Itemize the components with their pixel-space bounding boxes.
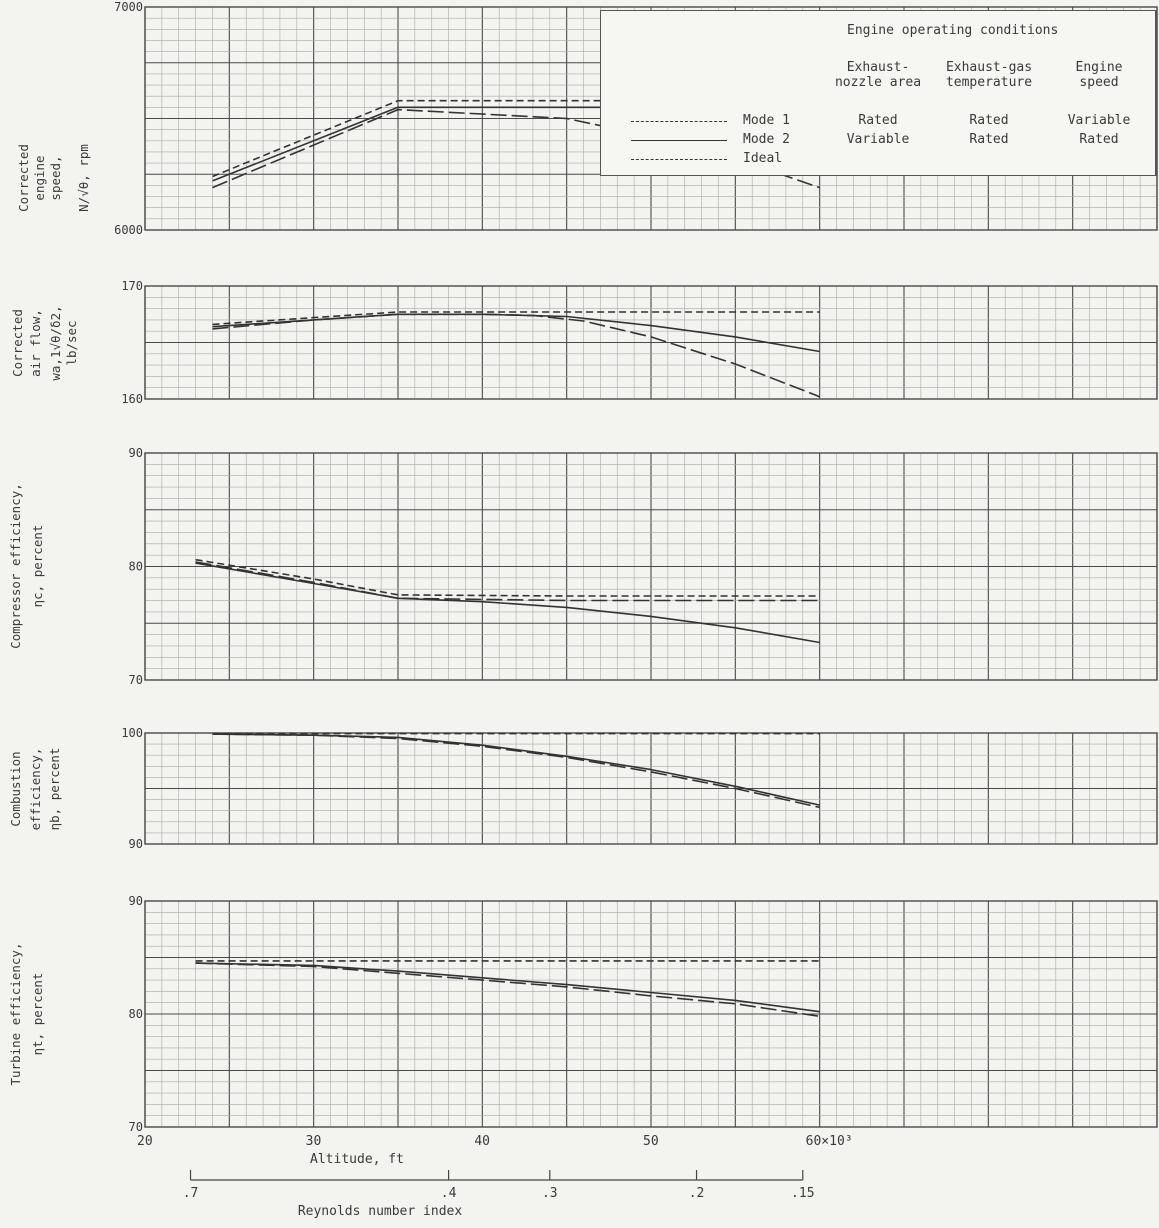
y-axis-label: Corrected air flow, wa,1√θ/δ2,lb/sec (10, 305, 79, 380)
y-tick-label: 160 (121, 392, 143, 406)
series-mode-2 (212, 313, 820, 353)
y-tick-label: 6000 (114, 223, 143, 237)
y-tick-label: 70 (129, 1120, 143, 1134)
y-axis-label-line: Compressor efficiency, (8, 483, 23, 649)
reynolds-tick-label: .2 (689, 1186, 705, 1201)
y-tick-label: 170 (121, 279, 143, 293)
series-ideal (212, 311, 820, 326)
y-tick-label: 100 (121, 726, 143, 740)
x-tick-label: 30 (306, 1134, 322, 1149)
y-tick-label: 80 (129, 560, 143, 574)
legend-mode1-speed: Variable (1067, 113, 1131, 128)
y-axis-label-line: wa,1√θ/δ2, (48, 305, 63, 380)
y-axis-label: Turbine efficiency, ηt, percent (8, 943, 45, 1086)
y-axis-label-line: Turbine efficiency, (8, 943, 23, 1086)
y-axis-label-line: air flow, (28, 309, 43, 377)
panel-4-grid (144, 732, 1158, 845)
series-ideal (195, 558, 820, 597)
y-axis-label: Correctedenginespeed, N/√θ, rpm (16, 144, 91, 212)
y-axis-label-line: ηb, percent (47, 748, 62, 831)
reynolds-tick-label: .4 (441, 1186, 457, 1201)
panel-5-frame (144, 900, 1158, 1128)
y-axis-label-line: ηt, percent (30, 973, 45, 1056)
legend-col-gas-temperature: Exhaust-gas temperature (934, 60, 1044, 90)
series-mode-2 (212, 733, 820, 806)
y-axis-label-line: efficiency, (28, 748, 43, 831)
y-axis-label-line: Combustion (8, 751, 23, 826)
y-tick-label: 90 (129, 894, 143, 908)
legend-mode1-nozzle: Rated (858, 113, 898, 128)
panel-1-frame (144, 6, 1158, 231)
legend-mode1-temperature: Rated (969, 113, 1009, 128)
panel-5-grid (144, 900, 1158, 1128)
series-mode-2 (195, 962, 820, 1013)
y-axis-label-line: N/√θ, rpm (76, 144, 91, 212)
y-axis-label-line: speed, (48, 155, 63, 200)
legend-title: Engine operating conditions (847, 23, 1059, 38)
legend-mode2-temperature: Rated (969, 132, 1009, 147)
x-tick-label: 40 (474, 1134, 490, 1149)
y-axis-label-line: ηc, percent (30, 525, 45, 608)
series-mode-1 (195, 962, 820, 1018)
legend-col-gas-temperature-line1: Exhaust-gas (945, 60, 1033, 75)
legend-col-gas-temperature-line2: temperature (945, 75, 1033, 90)
y-axis-label-line: Corrected (16, 144, 31, 212)
panel-2-frame (144, 285, 1158, 400)
reynolds-tick-label: .3 (542, 1186, 558, 1201)
legend-mode2-speed: Rated (1079, 132, 1119, 147)
panel-3: 70 80 90 Compressor efficiency, ηc, percent (8, 446, 1158, 687)
reynolds-axis: .7 .4 .3 .2 .15 Reynolds number index (183, 1170, 815, 1219)
panel-2-grid (144, 285, 1158, 400)
y-tick-label: 70 (129, 673, 143, 687)
legend-col-engine-speed-line1: Engine (1075, 60, 1123, 75)
y-tick-label: 90 (129, 446, 143, 460)
legend-swatch-ideal (631, 159, 727, 160)
panel-3-grid (144, 452, 1158, 681)
legend-col-engine-speed: Engine speed (1049, 60, 1149, 90)
series-mode-2 (195, 562, 820, 644)
series-mode-1 (195, 561, 820, 602)
y-axis-label-line: lb/sec (64, 320, 79, 365)
y-tick-label: 7000 (114, 0, 143, 14)
x-tick-label: 20 (137, 1134, 153, 1149)
legend-col-nozzle-area-line2: nozzle area (834, 75, 922, 90)
panel-3-frame (144, 452, 1158, 681)
legend-col-engine-speed-line2: speed (1079, 75, 1119, 90)
x-axis-label: Altitude, ft (310, 1152, 404, 1167)
legend-swatch-mode1 (631, 121, 727, 122)
legend-mode2-nozzle: Variable (846, 132, 910, 147)
y-tick-label: 80 (129, 1007, 143, 1021)
legend-label-mode2: Mode 2 (743, 132, 790, 147)
panel-4: 90 100 Combustion efficiency, ηb, percent (8, 726, 1158, 851)
reynolds-tick-label: .15 (791, 1186, 814, 1201)
x-axis: 20 30 40 50 60×10³ Altitude, ft (137, 1134, 853, 1167)
legend-label-mode1: Mode 1 (743, 113, 790, 128)
y-axis-label: Compressor efficiency, ηc, percent (8, 483, 45, 649)
legend-box: Engine operating conditions Exhaust- noz… (600, 10, 1157, 176)
y-axis-label-line: Corrected (10, 309, 25, 377)
legend-label-ideal: Ideal (743, 151, 783, 166)
legend-col-nozzle-area-line1: Exhaust- (846, 60, 910, 75)
legend-swatch-mode2 (631, 140, 727, 141)
panel-5: 70 80 90 Turbine efficiency, ηt, percent (8, 894, 1158, 1134)
legend-col-nozzle-area: Exhaust- nozzle area (823, 60, 933, 90)
x-tick-label: 60×10³ (806, 1134, 853, 1149)
x-tick-label: 50 (643, 1134, 659, 1149)
y-axis-label: Combustion efficiency, ηb, percent (8, 748, 62, 831)
panel-2: 160 170 Corrected air flow, wa,1√θ/δ2,lb/sec (10, 279, 1158, 406)
reynolds-axis-label: Reynolds number index (298, 1204, 463, 1219)
y-axis-label-line: engine (32, 155, 47, 200)
reynolds-tick-label: .7 (183, 1186, 199, 1201)
y-tick-label: 90 (129, 837, 143, 851)
panel-4-frame (144, 732, 1158, 845)
